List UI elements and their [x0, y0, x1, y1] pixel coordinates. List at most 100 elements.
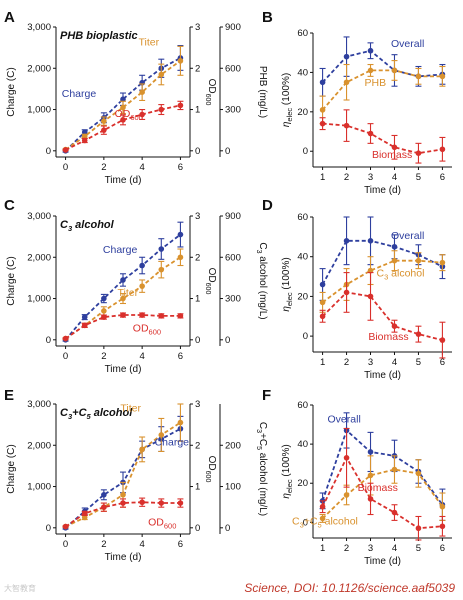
- series-annotation: Charge: [62, 88, 97, 100]
- y3-tick-label: 3: [195, 22, 200, 33]
- series-annotation: PHB: [365, 77, 387, 89]
- data-point: [367, 267, 374, 274]
- data-point: [158, 313, 165, 319]
- y-axis-label: Charge (C): [6, 256, 17, 305]
- series-charge: [62, 415, 184, 531]
- data-point: [139, 111, 145, 118]
- x-axis-label: Time (d): [105, 552, 142, 563]
- data-point: [177, 313, 184, 319]
- data-point: [101, 118, 107, 124]
- y-tick-label: 20: [297, 291, 308, 302]
- panel-E: E C3+C5 alcohol 0 2 4 6 Time (d) 0 1,000 2,000 3,0…: [4, 387, 268, 563]
- y-tick-label: 3,000: [27, 399, 51, 410]
- data-point: [101, 314, 107, 320]
- series-c3-alcohol: [319, 250, 446, 313]
- data-point: [158, 432, 165, 438]
- data-point: [81, 510, 88, 517]
- data-point: [367, 47, 374, 54]
- y-tick-label: 0: [303, 146, 308, 157]
- series-annotation: C3 alcohol: [376, 268, 424, 282]
- series-annotation: Titer: [120, 402, 141, 414]
- series-overall: [319, 412, 446, 521]
- x-tick-label: 4: [392, 543, 397, 554]
- data-point: [343, 53, 350, 60]
- series-line: [322, 259, 443, 304]
- data-point: [343, 289, 350, 296]
- series-od600: [62, 497, 184, 530]
- y-axis-label: ηelec (100%): [281, 257, 294, 311]
- x-tick-label: 6: [178, 351, 183, 362]
- series-od600: [62, 312, 184, 342]
- x-tick-label: 4: [139, 162, 144, 173]
- series-annotation: Charge: [103, 244, 138, 256]
- series-biomass: [319, 109, 446, 164]
- data-point: [319, 313, 326, 320]
- panel-letter-D: D: [262, 197, 273, 214]
- y2-tick-label: 0: [225, 335, 230, 346]
- y-tick-label: 40: [297, 67, 308, 78]
- data-point: [139, 499, 145, 506]
- data-point: [120, 277, 126, 283]
- panel-letter-B: B: [262, 9, 273, 26]
- y-tick-label: 40: [297, 439, 308, 450]
- y-tick-label: 2,000: [27, 63, 51, 74]
- data-point: [158, 246, 165, 252]
- y2-tick-label: 100: [225, 482, 241, 493]
- series-charge: [62, 221, 184, 343]
- x-tick-label: 0: [63, 351, 68, 362]
- data-point: [177, 419, 184, 426]
- data-point: [62, 147, 69, 153]
- series-annotation: Overall: [328, 414, 361, 426]
- y3-tick-label: 0: [195, 335, 200, 346]
- series-biomass: [319, 427, 446, 541]
- panel-letter-A: A: [4, 9, 15, 26]
- y-axis-label: ηelec (100%): [281, 73, 294, 127]
- panel-title-C: C3 alcohol: [60, 219, 115, 233]
- series-titer: [62, 403, 184, 530]
- y3-axis-label: OD600: [204, 456, 217, 483]
- data-point: [343, 492, 350, 498]
- data-point: [367, 130, 374, 137]
- y2-axis-label: PHB (mg/L): [257, 66, 268, 118]
- data-point: [415, 257, 422, 264]
- y-tick-label: 3,000: [27, 22, 51, 33]
- series-titer: [62, 45, 184, 153]
- data-point: [343, 238, 350, 244]
- x-tick-label: 0: [63, 162, 68, 173]
- data-point: [120, 295, 126, 302]
- y3-axis-label: OD600: [204, 79, 217, 106]
- series-annotation: OD600: [148, 517, 176, 531]
- series-line: [322, 122, 443, 155]
- data-point: [343, 79, 350, 86]
- x-tick-label: 3: [368, 543, 373, 554]
- panel-B: B 1 2 3 4 5 6 Time (d) 0 20 40 60 ηelec (100%) Overal…: [262, 9, 452, 196]
- data-point: [177, 500, 184, 506]
- x-tick-label: 3: [368, 172, 373, 183]
- x-tick-label: 5: [416, 357, 421, 368]
- y-tick-label: 40: [297, 252, 308, 263]
- panel-title-A: PHB bioplastic: [60, 30, 138, 42]
- data-point: [439, 503, 446, 510]
- y3-tick-label: 0: [195, 523, 200, 534]
- y-tick-label: 20: [297, 107, 308, 118]
- data-point: [81, 322, 88, 329]
- y2-tick-label: 300: [225, 105, 241, 116]
- y-axis-label: Charge (C): [6, 444, 17, 493]
- y3-tick-label: 0: [195, 146, 200, 157]
- y3-tick-label: 2: [195, 252, 200, 263]
- y3-tick-label: 3: [195, 211, 200, 222]
- data-point: [139, 446, 145, 453]
- y-tick-label: 1,000: [27, 105, 51, 116]
- data-point: [319, 281, 326, 288]
- series-annotation: OD600: [115, 108, 143, 122]
- data-point: [81, 129, 88, 136]
- x-tick-label: 6: [178, 162, 183, 173]
- x-tick-label: 6: [440, 357, 445, 368]
- data-point: [391, 243, 398, 250]
- y2-tick-label: 900: [225, 211, 241, 222]
- data-point: [120, 500, 126, 506]
- y3-tick-label: 1: [195, 105, 200, 116]
- panel-C: C C3 alcohol 0 2 4 6 Time (d) 0 1,000 2,000 3,000 C…: [4, 197, 268, 375]
- x-tick-label: 5: [416, 543, 421, 554]
- y2-tick-label: 0: [225, 146, 230, 157]
